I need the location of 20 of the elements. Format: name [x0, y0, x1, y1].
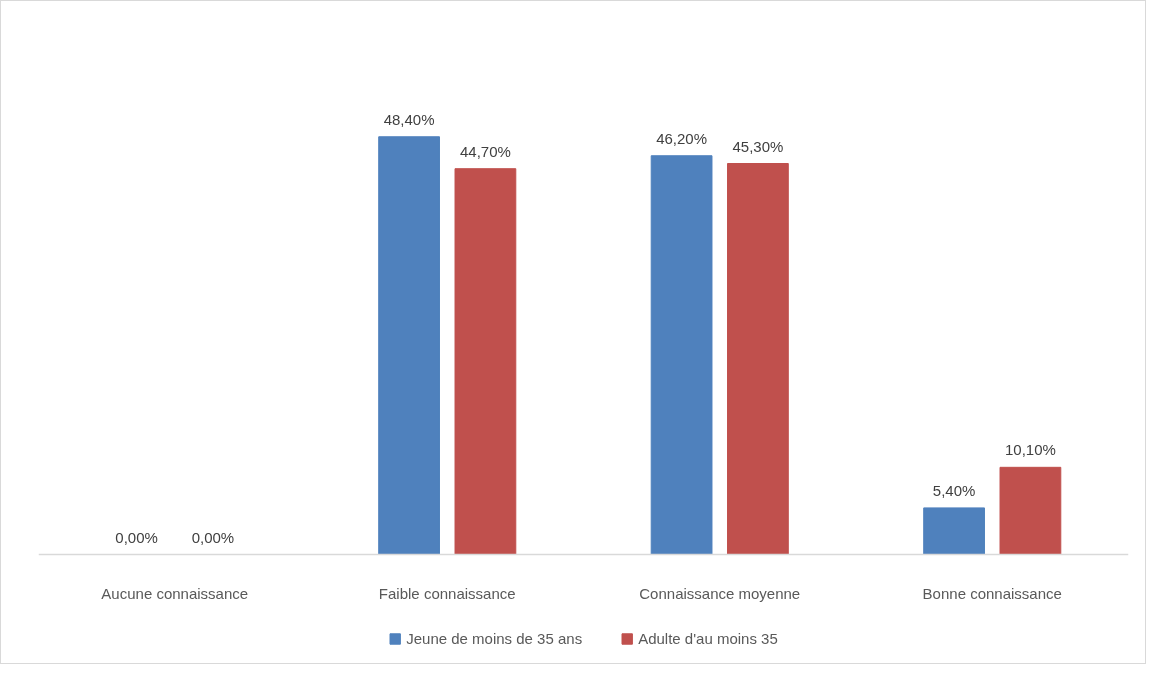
- data-label: 44,70%: [459, 142, 511, 160]
- x-tick-label: Connaissance moyenne: [639, 584, 801, 602]
- legend-label: Jeune de moins de 35 ans: [406, 630, 583, 647]
- bar: [999, 466, 1062, 555]
- data-label: 10,10%: [1004, 441, 1056, 459]
- bar: [650, 155, 713, 555]
- data-label: 5,40%: [932, 481, 976, 499]
- bar: [923, 507, 985, 555]
- bar: [727, 163, 789, 555]
- bar: [454, 168, 517, 555]
- data-label: 48,40%: [383, 110, 435, 128]
- data-label: 46,20%: [656, 129, 708, 147]
- x-tick-label: Bonne connaissance: [922, 584, 1062, 602]
- legend-label: Adulte d'au moins 35: [638, 630, 778, 647]
- x-tick-label: Faible connaissance: [378, 584, 516, 602]
- bar: [378, 136, 440, 555]
- x-tick-label: Aucune connaissance: [101, 584, 249, 602]
- data-label: 0,00%: [115, 528, 158, 546]
- data-label: 45,30%: [732, 137, 784, 155]
- data-label: 0,00%: [191, 528, 235, 546]
